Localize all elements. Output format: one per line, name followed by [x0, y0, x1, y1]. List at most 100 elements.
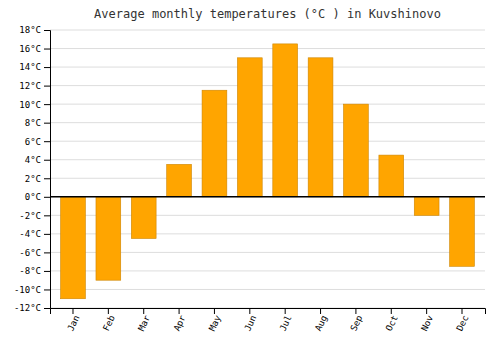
- y-tick: 4°C: [25, 155, 50, 165]
- x-tick: Oct: [384, 308, 400, 333]
- x-tick-label: Jan: [66, 314, 82, 333]
- y-tick-mark: [44, 234, 50, 235]
- x-tick: Apr: [172, 308, 188, 333]
- y-tick-mark: [44, 123, 50, 124]
- grid-line: [50, 178, 485, 179]
- y-tick: 0°C: [25, 192, 50, 202]
- y-tick: 16°C: [19, 44, 50, 54]
- bars: [61, 44, 475, 299]
- y-tick-label: 12°C: [19, 81, 41, 91]
- x-tick: Mar: [136, 308, 152, 333]
- x-tick: Sep: [348, 308, 364, 333]
- grid-line: [50, 159, 485, 160]
- x-tick-mark: [108, 308, 109, 314]
- x-tick-mark: [214, 308, 215, 314]
- y-tick: 8°C: [25, 118, 50, 128]
- bar: [167, 164, 192, 196]
- x-tick: Jan: [66, 308, 82, 333]
- x-tick: Nov: [419, 308, 435, 333]
- y-tick-mark: [44, 308, 50, 309]
- x-tick: Jul: [278, 308, 294, 333]
- x-tick: Dec: [455, 308, 471, 333]
- bar: [414, 197, 439, 216]
- y-tick-mark: [44, 104, 50, 105]
- x-tick-label: Jul: [278, 314, 294, 333]
- bar: [96, 197, 121, 280]
- y-tick-label: 4°C: [25, 155, 41, 165]
- y-tick-mark: [44, 30, 50, 31]
- grid-line: [50, 30, 485, 31]
- x-tick-label: Sep: [348, 314, 364, 333]
- bar: [308, 58, 333, 197]
- x-tick-mark: [355, 308, 356, 314]
- x-tick: May: [207, 308, 223, 333]
- y-tick: -4°C: [19, 229, 50, 239]
- x-tick: Jun: [242, 308, 258, 333]
- y-tick-label: 2°C: [25, 174, 41, 184]
- grid-line: [50, 141, 485, 142]
- y-tick: 6°C: [25, 137, 50, 147]
- bar: [450, 197, 475, 266]
- y-tick-mark: [44, 160, 50, 161]
- grid: [50, 30, 485, 308]
- y-tick-label: -8°C: [19, 266, 41, 276]
- y-tick: 18°C: [19, 25, 50, 35]
- x-tick-mark: [391, 308, 392, 314]
- y-tick-label: -12°C: [14, 303, 41, 313]
- y-tick-label: -2°C: [19, 211, 41, 221]
- y-tick: 12°C: [19, 81, 50, 91]
- x-tick-mark: [72, 308, 73, 314]
- y-tick-mark: [44, 86, 50, 87]
- y-axis: -12°C -10°C -8°C -6°C -4°C -2°C 0°C 2°C 4°C 6°C 8°…: [14, 25, 51, 313]
- grid-line: [50, 85, 485, 86]
- x-tick-mark: [462, 308, 463, 314]
- x-tick-label: Oct: [384, 314, 400, 333]
- y-tick-label: 0°C: [25, 192, 41, 202]
- x-tick: Feb: [101, 308, 117, 333]
- y-tick: -12°C: [14, 303, 50, 313]
- x-tick-label: Jun: [242, 314, 258, 333]
- y-tick-label: 18°C: [19, 25, 41, 35]
- x-tick-label: Nov: [419, 314, 435, 333]
- y-tick-label: -10°C: [14, 285, 41, 295]
- y-tick: 2°C: [25, 174, 50, 184]
- y-tick: 10°C: [19, 100, 50, 110]
- x-tick-label: Apr: [172, 313, 188, 332]
- x-tick-label: Dec: [455, 314, 471, 333]
- x-tick-label: Mar: [136, 313, 152, 332]
- chart: -12°C -10°C -8°C -6°C -4°C -2°C 0°C 2°C 4°C 6°C 8°…: [0, 0, 500, 350]
- y-tick-mark: [44, 215, 50, 216]
- zero-line: [50, 196, 485, 198]
- x-axis-line: [51, 309, 486, 315]
- x-tick-mark: [179, 308, 180, 314]
- y-tick: -2°C: [19, 211, 50, 221]
- y-axis-line: [44, 31, 51, 309]
- grid-line: [50, 196, 485, 197]
- title: Average monthly temperatures (°C ) in Ku…: [94, 7, 441, 21]
- x-tick-mark: [285, 308, 286, 314]
- y-tick-label: 6°C: [25, 137, 41, 147]
- bar: [61, 197, 86, 299]
- y-tick-label: 10°C: [19, 100, 41, 110]
- y-tick-mark: [44, 141, 50, 142]
- x-tick: Aug: [313, 308, 329, 333]
- y-tick-mark: [44, 197, 50, 198]
- grid-line: [50, 104, 485, 105]
- y-tick-label: -6°C: [19, 248, 41, 258]
- y-tick-label: 16°C: [19, 44, 41, 54]
- bar: [273, 44, 298, 197]
- x-axis: Jan Feb Mar Apr May Jun Jul Aug Sep Oct Nov Dec: [51, 308, 486, 333]
- bar: [202, 90, 227, 197]
- x-tick-mark: [143, 308, 144, 314]
- grid-line: [50, 122, 485, 123]
- x-tick-label: May: [207, 313, 223, 332]
- bar: [379, 155, 404, 197]
- y-tick: -6°C: [19, 248, 50, 258]
- x-tick-label: Aug: [313, 314, 329, 333]
- bar: [131, 197, 156, 239]
- grid-line: [50, 48, 485, 49]
- grid-line: [50, 289, 485, 290]
- y-tick: -10°C: [14, 285, 50, 295]
- y-tick: -8°C: [19, 266, 50, 276]
- x-tick-mark: [426, 308, 427, 314]
